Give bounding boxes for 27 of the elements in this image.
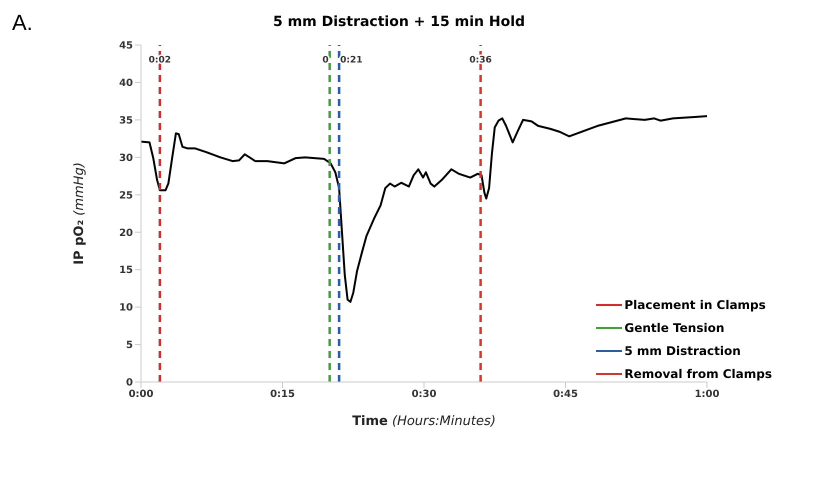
legend-label: Gentle Tension [624,320,724,334]
x-tick-label: 1:00 [694,389,720,400]
chart-title: 5 mm Distraction + 15 min Hold [272,14,526,30]
y-tick-label: 45 [119,40,134,52]
y-tick-label: 10 [119,302,134,314]
x-tick-label: 0:15 [270,389,295,400]
legend-label: Placement in Clamps [624,298,766,312]
y-tick-label: 15 [119,265,134,276]
y-tick-label: 40 [119,78,134,89]
y-tick-label: 30 [119,152,134,164]
text: A. [12,10,33,36]
x-axis-title: Time (Hours:Minutes) [352,414,496,429]
y-tick-label: 5 [126,340,134,352]
y-axis-title: IP pO₂ (mmHg) [72,162,87,265]
annotation: 0:02 [148,55,172,66]
y-tick-label: 25 [119,190,134,202]
x-tick-label: 0:30 [412,389,436,400]
legend-label: Removal from Clamps [624,366,772,380]
y-tick-label: 20 [119,228,134,239]
legend-label: 5 mm Distraction [624,344,741,358]
x-tick-label: 0:00 [128,389,154,400]
annotation: 0:21 [340,55,362,66]
x-tick-label: 0:45 [553,389,578,400]
annotation: 0:36 [469,55,492,66]
y-tick-label: 0 [126,378,134,389]
y-tick-label: 35 [119,115,134,126]
annotation: 0 [322,55,329,66]
